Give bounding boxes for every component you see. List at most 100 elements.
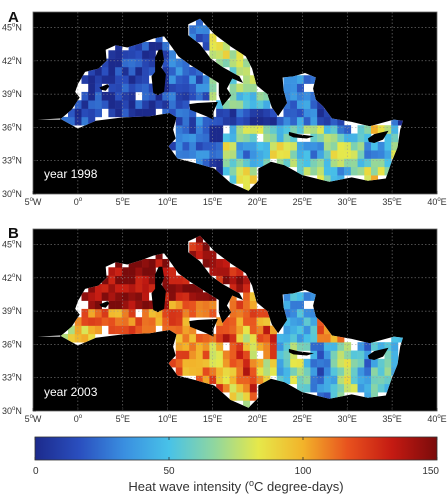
intensity-cell: [243, 175, 251, 184]
intensity-cell: [364, 383, 372, 393]
intensity-cell: [330, 383, 338, 393]
intensity-cell: [290, 350, 298, 360]
intensity-cell: [249, 166, 257, 176]
map-frame: [32, 11, 438, 195]
intensity-cell: [155, 317, 163, 326]
intensity-cell: [169, 300, 177, 310]
intensity-cell: [142, 58, 150, 68]
intensity-cell: [364, 358, 372, 368]
intensity-cell: [256, 325, 264, 335]
intensity-cell: [337, 392, 345, 401]
intensity-cell: [256, 108, 264, 118]
colorbar-ramp: [34, 436, 438, 461]
intensity-cell: [364, 367, 372, 376]
intensity-cell: [371, 166, 379, 176]
intensity-cell: [216, 358, 224, 368]
intensity-cell: [195, 375, 203, 385]
intensity-cell: [229, 125, 237, 134]
intensity-cell: [290, 158, 298, 168]
intensity-cell: [243, 350, 251, 360]
intensity-cell: [128, 283, 136, 293]
intensity-cell: [384, 125, 392, 134]
intensity-cell: [162, 275, 170, 285]
intensity-cell: [121, 58, 129, 68]
intensity-cell: [296, 333, 304, 343]
intensity-cell: [162, 283, 170, 293]
intensity-cell: [202, 41, 210, 51]
intensity-cell: [182, 358, 190, 368]
intensity-cell: [364, 150, 372, 159]
intensity-cell: [323, 150, 331, 159]
intensity-cell: [94, 91, 102, 101]
intensity-cell: [229, 108, 237, 118]
intensity-cell: [290, 75, 298, 84]
intensity-cell: [290, 367, 298, 376]
intensity-cell: [263, 367, 271, 376]
intensity-cell: [209, 116, 217, 126]
intensity-cell: [142, 100, 150, 109]
intensity-cell: [263, 100, 271, 109]
intensity-cell: [182, 325, 190, 335]
intensity-cell: [94, 100, 102, 109]
intensity-cell: [296, 292, 304, 301]
intensity-cell: [195, 125, 203, 134]
intensity-cell: [121, 267, 129, 276]
intensity-cell: [88, 83, 96, 93]
intensity-cell: [195, 367, 203, 376]
island: [99, 84, 110, 91]
intensity-cell: [175, 283, 183, 293]
intensity-cell: [94, 283, 102, 293]
intensity-cell: [108, 75, 116, 84]
intensity-cell: [263, 342, 271, 351]
intensity-cell: [371, 141, 379, 151]
intensity-cell: [317, 317, 325, 326]
intensity-cell: [195, 158, 203, 168]
intensity-cell: [337, 141, 345, 151]
intensity-cell: [209, 141, 217, 151]
intensity-cell: [202, 358, 210, 368]
intensity-cell: [337, 358, 345, 368]
intensity-cell: [236, 108, 244, 118]
intensity-cell: [296, 75, 304, 84]
intensity-cell: [169, 83, 177, 93]
intensity-cell: [236, 267, 244, 276]
intensity-cell: [155, 41, 163, 51]
lon-tick-label: 5oE: [116, 197, 130, 207]
intensity-cell: [175, 275, 183, 285]
intensity-cell: [148, 100, 156, 109]
intensity-cell: [323, 383, 331, 393]
intensity-cell: [169, 283, 177, 293]
intensity-cell: [142, 66, 150, 76]
intensity-cell: [290, 300, 298, 310]
intensity-cell: [222, 150, 230, 159]
intensity-cell: [310, 91, 318, 101]
intensity-cell: [323, 133, 331, 143]
intensity-cell: [283, 350, 291, 360]
map-frame: [32, 228, 438, 412]
intensity-cell: [310, 116, 318, 126]
intensity-cell: [337, 166, 345, 176]
intensity-cell: [317, 333, 325, 343]
intensity-cell: [236, 58, 244, 68]
intensity-cell: [317, 325, 325, 335]
intensity-cell: [384, 350, 392, 360]
intensity-cell: [135, 50, 143, 59]
intensity-cell: [249, 100, 257, 109]
intensity-cell: [202, 300, 210, 310]
intensity-cell: [175, 100, 183, 109]
intensity-cell: [236, 325, 244, 335]
intensity-cell: [236, 116, 244, 126]
intensity-cell: [202, 242, 210, 251]
intensity-cell: [344, 367, 352, 376]
intensity-cell: [175, 150, 183, 159]
intensity-cell: [296, 317, 304, 326]
intensity-cell: [371, 158, 379, 168]
intensity-cell: [128, 325, 136, 335]
intensity-cell: [344, 358, 352, 368]
intensity-cell: [74, 317, 82, 326]
intensity-cell: [209, 358, 217, 368]
intensity-cell: [229, 392, 237, 401]
intensity-cell: [276, 133, 284, 143]
colorbar-label: Heat wave intensity (oC degree-days): [128, 478, 343, 494]
intensity-cell: [135, 83, 143, 93]
